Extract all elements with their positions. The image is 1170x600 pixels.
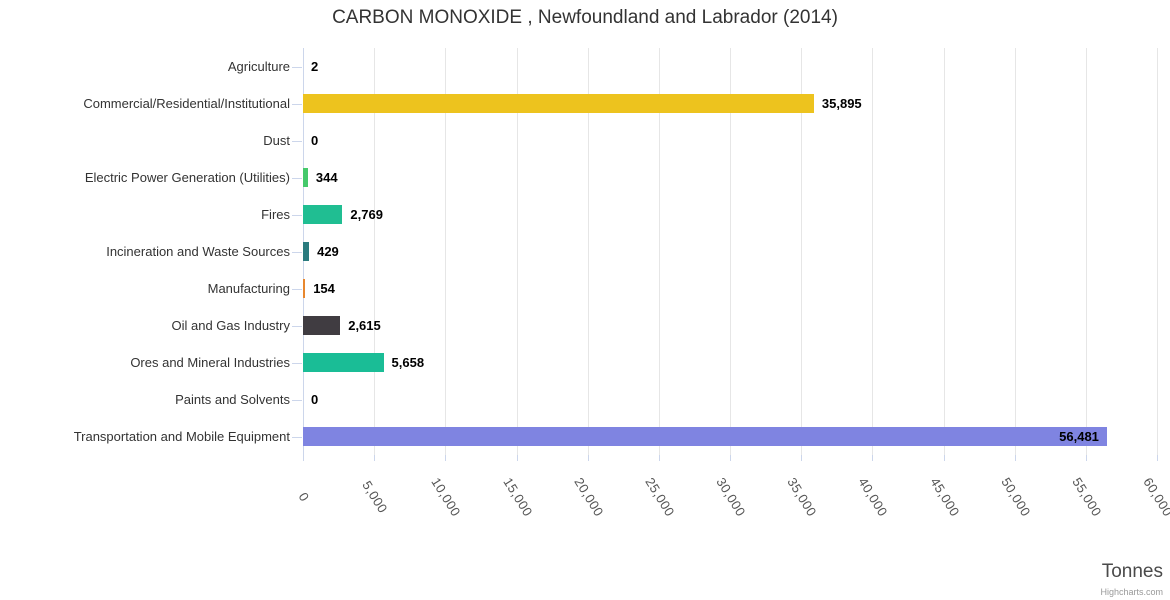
chart-title: CARBON MONOXIDE , Newfoundland and Labra… xyxy=(332,7,838,28)
bar[interactable] xyxy=(303,168,308,187)
category-axis-tick xyxy=(292,326,302,327)
value-axis-tick xyxy=(1085,455,1087,461)
category-axis-tick xyxy=(292,252,302,253)
value-axis-title: Tonnes xyxy=(1101,561,1163,582)
value-axis-tick-label: 35,000 xyxy=(784,474,820,520)
category-label: Transportation and Mobile Equipment xyxy=(73,429,290,444)
value-axis-tick xyxy=(516,455,518,461)
bar[interactable] xyxy=(303,205,342,224)
category-axis-tick xyxy=(292,289,302,290)
bar-value-label: 2,615 xyxy=(348,318,381,333)
grid-line xyxy=(1157,48,1158,455)
category-axis-tick xyxy=(292,67,302,68)
bar-value-label: 2 xyxy=(311,59,319,74)
grid-line xyxy=(801,48,803,455)
grid-line xyxy=(516,48,518,455)
bar-value-label: 2,769 xyxy=(350,207,383,222)
value-axis-tick xyxy=(943,455,945,461)
bar-value-label: 35,895 xyxy=(821,96,862,111)
category-label: Ores and Mineral Industries xyxy=(130,355,290,370)
value-axis-tick xyxy=(374,455,376,461)
value-axis-tick-label: 30,000 xyxy=(713,474,749,520)
value-axis-tick-label: 60,000 xyxy=(1140,474,1170,520)
grid-line xyxy=(943,48,945,455)
value-axis-tick-label: 0 xyxy=(295,489,313,505)
value-axis-tick xyxy=(303,455,304,461)
category-axis-tick xyxy=(292,363,302,364)
value-axis-tick-label: 40,000 xyxy=(855,474,892,520)
bar-value-label: 56,481 xyxy=(1059,429,1099,444)
value-axis-tick-label: 15,000 xyxy=(499,474,536,520)
value-axis-tick-label: 50,000 xyxy=(997,474,1034,520)
category-axis-tick xyxy=(292,141,302,142)
grid-line xyxy=(587,48,589,455)
grid-line xyxy=(872,48,874,455)
grid-line xyxy=(658,48,660,455)
category-axis-tick xyxy=(292,437,302,438)
value-axis-tick xyxy=(1014,455,1016,461)
value-axis-tick-label: 45,000 xyxy=(926,474,963,520)
bar-value-label: 429 xyxy=(317,244,339,259)
category-axis-tick xyxy=(292,215,302,216)
bar[interactable] xyxy=(303,279,305,298)
bar[interactable] xyxy=(303,94,814,113)
value-axis-tick xyxy=(587,455,589,461)
grid-line xyxy=(730,48,731,455)
value-axis-tick-label: 55,000 xyxy=(1069,474,1105,520)
category-label: Agriculture xyxy=(227,59,290,74)
bar[interactable] xyxy=(303,242,309,261)
bar[interactable] xyxy=(303,316,340,335)
bar[interactable] xyxy=(303,353,384,372)
grid-line xyxy=(1085,48,1087,455)
value-axis-tick xyxy=(445,455,447,461)
category-axis-tick xyxy=(292,178,302,179)
value-axis-tick-label: 10,000 xyxy=(428,474,465,520)
bar-value-label: 344 xyxy=(315,170,338,185)
grid-line xyxy=(374,48,376,455)
value-axis-tick xyxy=(1157,455,1158,461)
bar-value-label: 0 xyxy=(311,133,319,148)
highcharts-credits-link[interactable]: Highcharts.com xyxy=(1100,587,1163,597)
value-axis-tick xyxy=(872,455,874,461)
category-label: Electric Power Generation (Utilities) xyxy=(84,170,290,185)
bar[interactable] xyxy=(303,427,1107,446)
bar-value-label: 154 xyxy=(313,281,335,296)
category-axis-tick xyxy=(292,104,302,105)
bar-value-label: 0 xyxy=(311,392,319,407)
category-label: Manufacturing xyxy=(207,281,290,296)
category-label: Incineration and Waste Sources xyxy=(106,244,290,259)
value-axis-tick xyxy=(730,455,731,461)
value-axis-tick-label: 20,000 xyxy=(570,474,607,520)
category-label: Dust xyxy=(263,133,290,148)
value-axis-tick-label: 5,000 xyxy=(359,478,391,516)
value-axis-tick-label: 25,000 xyxy=(642,474,678,520)
category-label: Oil and Gas Industry xyxy=(171,318,291,333)
category-label: Commercial/Residential/Institutional xyxy=(83,96,290,111)
grid-line xyxy=(1014,48,1016,455)
category-label: Paints and Solvents xyxy=(175,392,290,407)
value-axis-tick xyxy=(801,455,803,461)
bar-value-label: 5,658 xyxy=(391,355,425,370)
value-axis-tick xyxy=(658,455,660,461)
category-label: Fires xyxy=(261,207,290,222)
grid-line xyxy=(445,48,447,455)
category-axis-tick xyxy=(292,400,302,401)
